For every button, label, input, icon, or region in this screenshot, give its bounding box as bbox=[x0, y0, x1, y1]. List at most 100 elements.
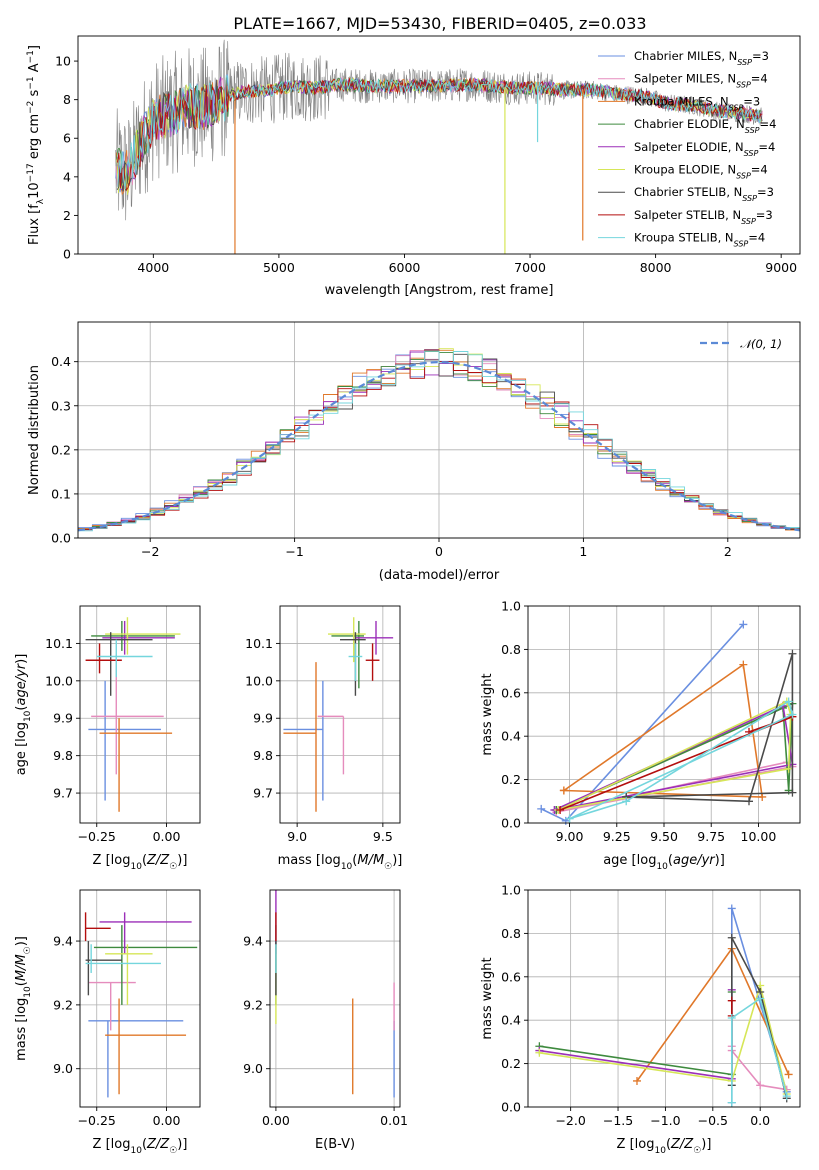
label-part: )] bbox=[14, 654, 29, 664]
y-tick-label: 1.0 bbox=[501, 599, 521, 614]
x-axis-label: mass [log10(M/M☉)] bbox=[278, 853, 403, 872]
label-part: wavelength [Angstrom, rest frame] bbox=[325, 283, 554, 298]
label-part: Z [ bbox=[617, 1137, 635, 1152]
label-part: Z [ bbox=[93, 853, 111, 868]
legend-sub: SSP bbox=[734, 239, 749, 248]
y-tick-label: 0.4 bbox=[501, 729, 521, 744]
weight-lines-weight-vs-Z bbox=[535, 904, 793, 1107]
model-spectrum-kroupa-stelib bbox=[117, 75, 762, 190]
y-tick-label: 0.2 bbox=[501, 1056, 521, 1071]
weight-point bbox=[727, 1014, 736, 1023]
label-part: 10 bbox=[654, 1146, 666, 1156]
label-part: log bbox=[635, 1137, 655, 1152]
label-part: −2 bbox=[26, 101, 36, 114]
weight-line-kroupa-elodie bbox=[539, 982, 788, 1095]
label-part: 10 bbox=[341, 862, 353, 872]
error-bars-age-vs-Z bbox=[85, 617, 181, 812]
weight-point bbox=[788, 788, 797, 797]
legend-eq: =3 bbox=[752, 49, 769, 63]
weight-point bbox=[784, 697, 793, 706]
label-part: log bbox=[14, 998, 29, 1018]
x-axis-label: Z [log10(Z/Z☉)] bbox=[617, 1137, 712, 1156]
y-axis-label: Flux [fλ10−17 erg cm−2 s−1 A−1] bbox=[26, 45, 46, 245]
label-part: ☉ bbox=[693, 1146, 701, 1156]
label-part: 10 bbox=[130, 862, 142, 872]
axes-residuals: −2 −1 0 1 2 0.0 0.1 0.2 0.3 0.4 bbox=[51, 322, 800, 559]
axes-frame bbox=[279, 605, 401, 824]
y-tick-label: 9.0 bbox=[243, 1061, 263, 1076]
x-tick-label: 10.00 bbox=[741, 829, 777, 844]
legend-text: Chabrier MILES, N bbox=[634, 49, 737, 63]
legend-text: Chabrier ELODIE, N bbox=[634, 117, 745, 131]
x-tick-label: 0.00 bbox=[153, 1113, 181, 1128]
y-tick-label: 0.2 bbox=[501, 772, 521, 787]
label-part: ☉ bbox=[384, 862, 392, 872]
x-tick-label: 9.0 bbox=[287, 829, 307, 844]
weight-point bbox=[622, 797, 631, 806]
legend-sub: SSP bbox=[729, 103, 744, 112]
x-tick-label: 9.75 bbox=[697, 829, 725, 844]
label-part: 10 bbox=[130, 1146, 142, 1156]
x-tick-label: −0.5 bbox=[698, 1113, 728, 1128]
error-bars-mass-vs-Z bbox=[84, 912, 198, 1098]
y-tick-label: 9.9 bbox=[253, 711, 273, 726]
label-part: )] bbox=[701, 1137, 711, 1152]
y-tick-label: 9.7 bbox=[253, 786, 273, 801]
axes-mass-vs-Z: −0.25 0.00 9.0 9.2 9.4 bbox=[53, 890, 200, 1128]
x-tick-label: 2 bbox=[724, 544, 732, 559]
weight-point bbox=[788, 710, 797, 719]
legend-sub: SSP bbox=[737, 58, 752, 67]
y-tick-label: 1.0 bbox=[501, 883, 521, 898]
y-tick-label: 9.4 bbox=[243, 934, 263, 949]
legend-text: Salpeter MILES, N bbox=[634, 72, 736, 86]
label-part: s bbox=[27, 89, 42, 100]
label-part: )] bbox=[177, 1137, 187, 1152]
label-part: log bbox=[321, 853, 341, 868]
label-part: Z/Z bbox=[146, 1137, 170, 1152]
legend-eq: =3 bbox=[756, 208, 773, 222]
y-tick-label: 9.8 bbox=[53, 748, 73, 763]
label-part: M/M bbox=[14, 954, 29, 981]
legend-text: Chabrier STELIB, N bbox=[634, 185, 742, 199]
label-part: E(B-V) bbox=[315, 1137, 355, 1152]
weight-point bbox=[745, 797, 753, 806]
y-tick-label: 0.6 bbox=[501, 685, 521, 700]
label-part: 10 bbox=[23, 986, 33, 998]
legend-eq: =4 bbox=[748, 231, 765, 245]
x-tick-label: 0.00 bbox=[153, 829, 181, 844]
weight-point bbox=[739, 620, 748, 629]
x-tick-label: −1 bbox=[285, 544, 303, 559]
label-part: )] bbox=[392, 853, 402, 868]
label-part: log bbox=[14, 722, 29, 742]
legend-eq: =4 bbox=[751, 72, 768, 86]
y-tick-label: 0.8 bbox=[501, 642, 521, 657]
x-tick-label: 9000 bbox=[765, 260, 797, 275]
label-part: Normed distribution bbox=[27, 365, 42, 495]
y-tick-label: 10.1 bbox=[45, 636, 73, 651]
x-axis-label: Z [log10(Z/Z☉)] bbox=[93, 1137, 188, 1156]
y-tick-label: 9.8 bbox=[253, 748, 273, 763]
label-part: ( bbox=[142, 1137, 147, 1152]
x-tick-label: −1.5 bbox=[603, 1113, 633, 1128]
x-tick-label: 5000 bbox=[263, 260, 295, 275]
legend-eq: =4 bbox=[760, 117, 777, 131]
y-tick-label: 9.9 bbox=[53, 711, 73, 726]
x-tick-label: 4000 bbox=[137, 260, 169, 275]
y-tick-label: 0.8 bbox=[501, 926, 521, 941]
legend-label: Chabrier MILES, NSSP=3 bbox=[634, 49, 769, 67]
weight-line-chabrier-stelib bbox=[731, 937, 788, 1099]
y-tick-label: 10.0 bbox=[245, 673, 273, 688]
label-part: mass weight bbox=[480, 957, 495, 1039]
label-part: age [ bbox=[603, 853, 636, 868]
weight-point bbox=[632, 1076, 641, 1085]
legend-eq: =4 bbox=[758, 140, 775, 154]
axes-age-vs-Z: −0.25 0.00 9.7 9.8 9.9 10.0 10.1 bbox=[45, 606, 200, 844]
plot-layer: 4000 5000 6000 7000 8000 90000246810wavelengt… bbox=[14, 35, 801, 1156]
x-axis-label: wavelength [Angstrom, rest frame] bbox=[325, 283, 554, 298]
axes-spectrum: 4000 5000 6000 7000 8000 9000 0 2 4 6 8 10 bbox=[55, 54, 797, 275]
legend-label: Salpeter ELODIE, NSSP=4 bbox=[634, 140, 775, 158]
label-part: ( bbox=[142, 853, 147, 868]
y-axis-label: Normed distribution bbox=[27, 365, 42, 495]
label-part: −17 bbox=[26, 163, 36, 182]
legend-eq: =3 bbox=[743, 94, 760, 108]
